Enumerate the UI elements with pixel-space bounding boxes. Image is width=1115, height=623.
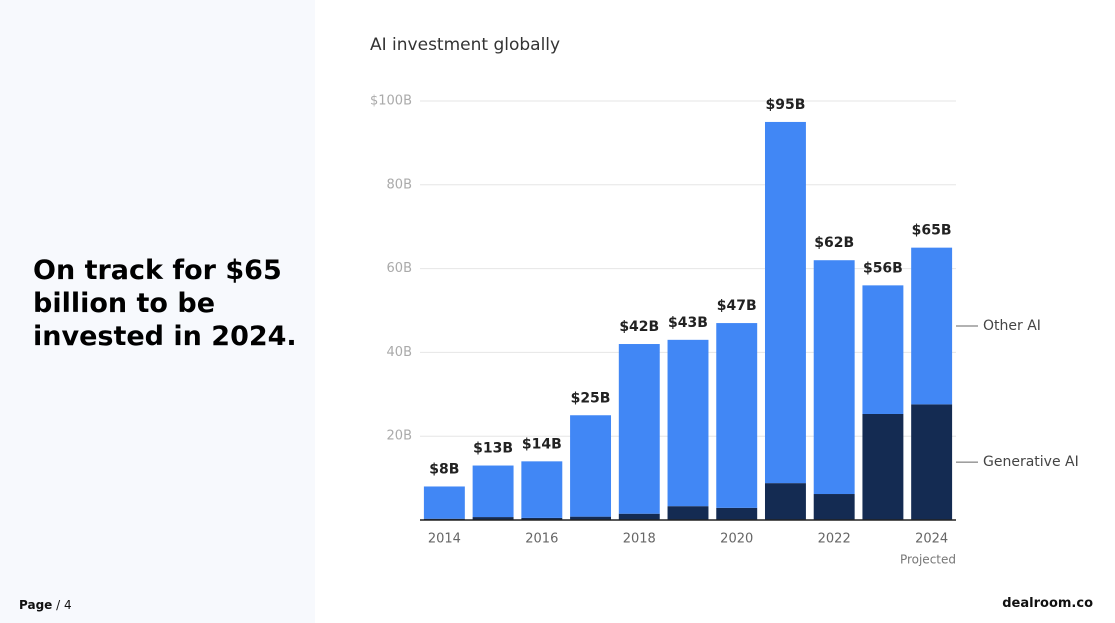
legend-label: Generative AI — [983, 454, 1079, 470]
bar-segment — [716, 323, 758, 508]
total-label: $47B — [717, 298, 757, 314]
page-indicator: Page / 4 — [19, 598, 72, 612]
chart: AI investment globally 20B 40B 60B 80B $100B… — [370, 35, 1079, 567]
total-label: $8B — [429, 461, 459, 477]
total-label: $65B — [912, 223, 952, 239]
bar-segment — [911, 404, 953, 520]
page-number: / 4 — [56, 598, 72, 612]
x-tick-label: 2016 — [525, 532, 558, 547]
x-tick-label: 2024 — [915, 532, 948, 547]
bar-segment — [618, 344, 660, 514]
heading-line: On track for $65 — [33, 255, 282, 286]
bar-segment — [667, 506, 709, 520]
bar-segment — [472, 465, 514, 518]
heading-line: billion to be — [33, 288, 216, 319]
y-tick-label: 20B — [387, 429, 412, 444]
bar-segment — [667, 339, 709, 507]
chart-title: AI investment globally — [370, 35, 560, 55]
total-label: $43B — [668, 315, 708, 331]
bar-segment — [521, 517, 563, 520]
x-tick-label: 2020 — [720, 532, 753, 547]
y-tick-label: 40B — [387, 345, 412, 360]
legend-label: Other AI — [983, 318, 1041, 334]
total-label: $14B — [522, 436, 562, 452]
x-tick-label: 2018 — [623, 532, 656, 547]
bar-segment — [716, 507, 758, 520]
bar-segment — [862, 413, 904, 520]
brand: dealroom.co — [1002, 596, 1093, 611]
bar-segment — [570, 415, 612, 517]
x-tick-label: 2014 — [428, 532, 461, 547]
y-tick-label: 80B — [387, 177, 412, 192]
total-label: $56B — [863, 260, 903, 276]
bar-segment — [813, 260, 855, 495]
bar-segment — [521, 461, 563, 518]
bar-segment — [472, 517, 514, 520]
total-label: $42B — [619, 319, 659, 335]
total-label: $95B — [766, 97, 806, 113]
bar-segment — [911, 247, 953, 405]
x-note: Projected — [900, 553, 956, 567]
heading: On track for $65 billion to be invested … — [33, 254, 297, 353]
bar-segment — [570, 516, 612, 520]
y-tick-label: $100B — [370, 94, 412, 109]
bar-segment — [618, 513, 660, 520]
bar-segment — [764, 483, 806, 520]
bar-segment — [813, 494, 855, 520]
x-tick-label: 2022 — [818, 532, 851, 547]
heading-line: invested in 2024. — [33, 321, 297, 352]
y-tick-label: 60B — [387, 261, 412, 276]
total-label: $25B — [571, 390, 611, 406]
page-label: Page — [19, 598, 53, 612]
side-panel: On track for $65 billion to be invested … — [0, 0, 315, 623]
bar-segment — [764, 121, 806, 484]
total-label: $62B — [814, 235, 854, 251]
bar-segment — [862, 285, 904, 414]
total-label: $13B — [473, 441, 513, 457]
bar-segment — [423, 486, 465, 519]
